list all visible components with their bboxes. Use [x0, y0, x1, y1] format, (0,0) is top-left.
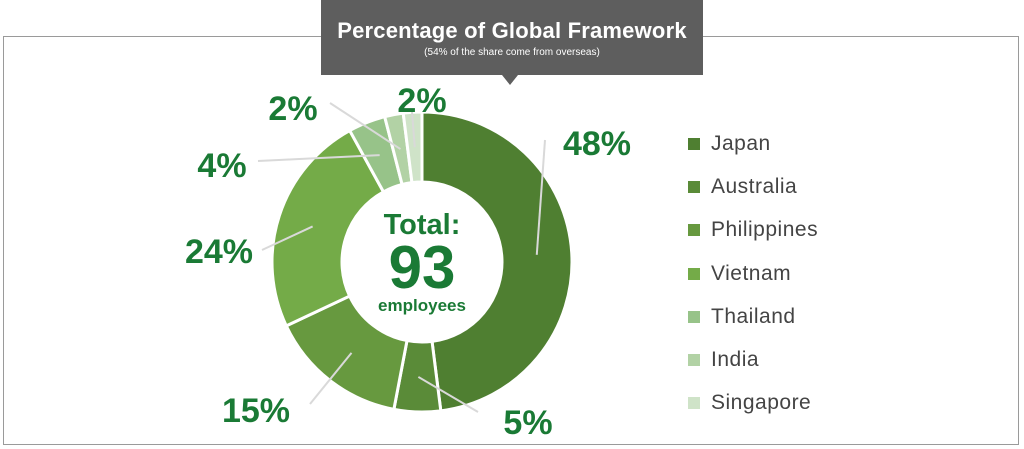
data-label-japan: 48% — [563, 125, 631, 163]
title-callout-pointer — [502, 75, 518, 85]
legend-label: Australia — [711, 174, 798, 198]
total-label: Total: — [383, 209, 461, 241]
legend-label: Singapore — [711, 391, 812, 415]
legend-swatch — [688, 354, 700, 367]
legend-label: Thailand — [711, 304, 796, 328]
legend-item-australia: Australia — [688, 165, 818, 208]
legend-item-japan: Japan — [688, 122, 818, 165]
leader-line-philippines — [309, 352, 353, 405]
legend-item-singapore: Singapore — [688, 382, 818, 425]
chart-title: Percentage of Global Framework — [337, 18, 687, 43]
data-label-singapore: 2% — [397, 82, 446, 120]
data-label-vietnam: 24% — [185, 233, 253, 271]
leader-line-japan — [535, 139, 546, 255]
title-callout: Percentage of Global Framework (54% of t… — [321, 0, 703, 75]
legend-item-philippines: Philippines — [688, 209, 818, 252]
chart-legend: Japan Australia Philippines Vietnam Thailand… — [688, 122, 818, 425]
leader-line-vietnam — [261, 225, 314, 251]
total-value: 93 — [388, 234, 456, 301]
legend-swatch — [688, 137, 700, 150]
donut-center-label: Total: 93 employees — [342, 210, 502, 316]
slice-singapore — [401, 110, 424, 185]
total-unit: employees — [378, 296, 466, 315]
legend-item-vietnam: Vietnam — [688, 252, 818, 295]
legend-swatch — [688, 310, 700, 323]
legend-label: Philippines — [711, 218, 819, 242]
legend-swatch — [688, 267, 700, 280]
legend-label: Vietnam — [711, 261, 792, 285]
legend-swatch — [688, 397, 700, 410]
leader-line-singapore — [411, 111, 416, 148]
leader-line-india — [329, 102, 401, 150]
leader-line-australia — [417, 376, 479, 413]
leader-line-thailand — [257, 154, 380, 162]
data-label-thailand: 4% — [197, 147, 246, 185]
legend-item-india: India — [688, 338, 818, 381]
data-label-australia: 5% — [503, 404, 552, 442]
chart-subtitle: (54% of the share come from overseas) — [424, 47, 600, 58]
legend-label: Japan — [711, 131, 771, 155]
legend-item-thailand: Thailand — [688, 295, 818, 338]
donut-hole — [343, 183, 501, 341]
legend-label: India — [711, 348, 760, 372]
slice-japan — [420, 110, 574, 413]
legend-swatch — [688, 180, 700, 193]
data-label-india: 2% — [268, 90, 317, 128]
slice-vietnam — [270, 128, 386, 328]
legend-swatch — [688, 224, 700, 237]
data-label-philippines: 15% — [222, 392, 290, 430]
